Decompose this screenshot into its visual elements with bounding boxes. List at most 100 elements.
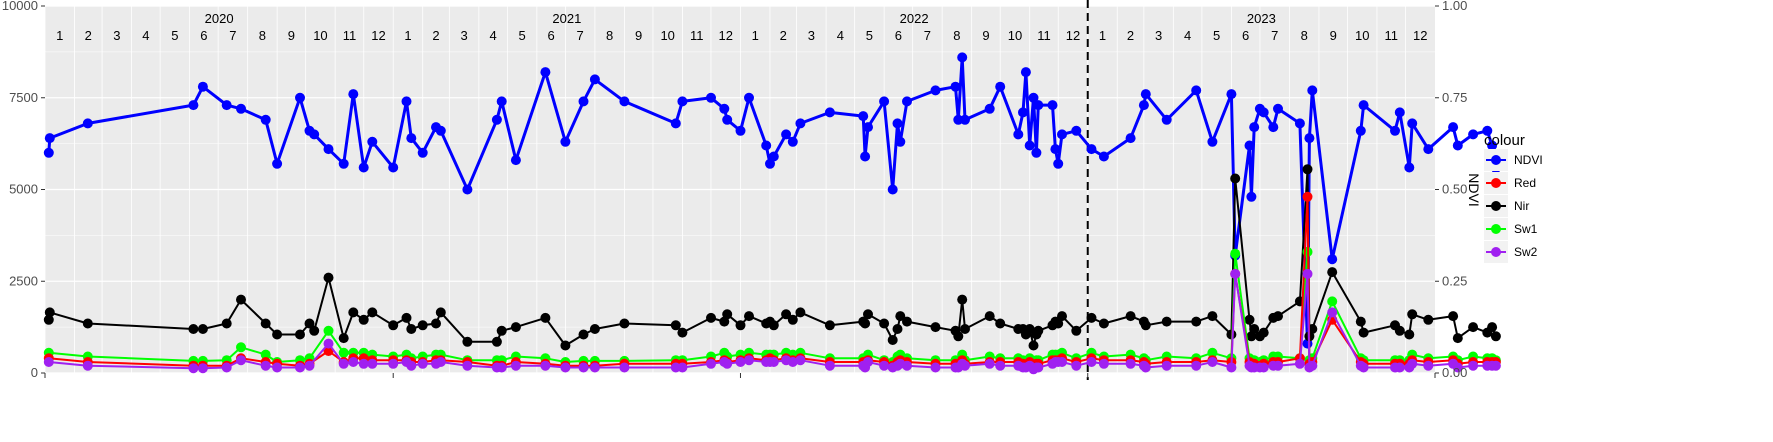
ndvi-point [1487, 140, 1498, 151]
sw2-point [960, 360, 970, 371]
sw2-point [43, 357, 54, 367]
sw2-point [496, 362, 507, 373]
nir-point [957, 294, 968, 305]
month-label: 10 [660, 28, 674, 43]
month-label: 12 [1066, 28, 1080, 43]
month-label: 3 [1155, 28, 1162, 43]
ndvi-point [1047, 100, 1058, 111]
ndvi-point [1304, 133, 1315, 144]
nir-point [1140, 320, 1151, 331]
right-y-tick-label: 1.00 [1442, 0, 1467, 13]
nir-point [236, 294, 246, 305]
nir-point [1033, 325, 1044, 336]
month-label: 7 [229, 28, 236, 43]
nir-point [1327, 267, 1338, 278]
ndvi-point [1244, 140, 1255, 151]
legend-label: Nir [1514, 199, 1529, 213]
nir-point [902, 316, 912, 327]
nir-point [677, 327, 688, 338]
nir-point [744, 311, 754, 322]
month-label: 10 [313, 28, 327, 43]
nir-point [272, 329, 283, 340]
nir-point [1407, 309, 1418, 320]
nir-point [1273, 311, 1283, 322]
sw2-point [435, 357, 446, 367]
ndvi-point [1140, 89, 1151, 100]
ndvi-point [957, 52, 968, 63]
month-label: 9 [635, 28, 642, 43]
sw2-point [1452, 362, 1463, 373]
sw2-point [1191, 360, 1202, 371]
nir-point [1452, 333, 1463, 344]
ndvi-point [367, 136, 378, 147]
ndvi-point [1294, 118, 1305, 129]
nir-point [462, 336, 473, 347]
ndvi-point [1249, 122, 1260, 133]
month-label: 11 [690, 28, 704, 43]
sw2-point [787, 357, 798, 367]
ndvi-point [323, 144, 334, 155]
nir-point [1394, 325, 1405, 336]
nir-point [43, 314, 54, 325]
nir-point [619, 318, 630, 329]
ndvi-point [1013, 129, 1024, 140]
nir-point [1071, 325, 1082, 336]
nir-point [496, 325, 507, 336]
month-label: 7 [577, 28, 584, 43]
ndvi-point [417, 147, 428, 158]
month-label: 5 [866, 28, 873, 43]
nir-point [348, 307, 359, 318]
nir-point [953, 331, 964, 342]
sw2-point [824, 360, 835, 371]
ndvi-point [1024, 140, 1035, 151]
month-label: 2 [1127, 28, 1134, 43]
sw1-point [1230, 248, 1241, 259]
ndvi-point [1246, 191, 1257, 202]
sw2-point [1258, 362, 1269, 373]
sw2-point [735, 357, 746, 367]
nir-point [892, 324, 903, 334]
nir-point [863, 309, 873, 320]
month-label: 4 [1184, 28, 1191, 43]
ndvi-point [761, 140, 772, 151]
nir-point [295, 329, 305, 340]
ndvi-point [787, 136, 798, 147]
ndvi-point [1031, 147, 1042, 158]
ndvi-point [462, 184, 473, 195]
nir-point [1448, 311, 1459, 322]
nir-point [82, 318, 93, 329]
sw2-point [1086, 357, 1097, 367]
nir-point [930, 322, 941, 333]
legend-entry-sw1: Sw1 [1484, 218, 1538, 240]
right-y-axis: 0.00 0.25 0.50 0.75 1.00 [1435, 0, 1467, 380]
nir-point [1302, 164, 1313, 175]
ndvi-point [560, 136, 571, 147]
series-sw2 [43, 268, 1501, 375]
ndvi-point [795, 118, 806, 129]
month-label: 1 [56, 28, 63, 43]
nir-point [44, 307, 55, 318]
ndvi-point [260, 114, 271, 125]
legend-title: colour [1484, 132, 1525, 149]
nir-point [1487, 322, 1498, 333]
sw2-point [984, 358, 995, 369]
month-label: 5 [519, 28, 526, 43]
ndvi-point [589, 74, 600, 85]
ndvi-point [43, 147, 54, 158]
ndvi-point [540, 67, 551, 78]
ndvi-point [895, 136, 906, 147]
ndvi-point [902, 96, 912, 107]
nir-point [358, 314, 369, 325]
nir-point [1258, 327, 1269, 338]
ndvi-point [188, 100, 199, 111]
ndvi-point [1018, 107, 1028, 118]
sw2-point [417, 358, 428, 369]
month-label: 5 [1213, 28, 1220, 43]
red-line [48, 195, 1496, 367]
left-y-tick-label: 7500 [9, 90, 38, 105]
ndvi-point [1448, 122, 1459, 133]
legend-key-point [1491, 224, 1501, 234]
nir-point [401, 312, 412, 323]
sw2-point [879, 360, 890, 371]
ndvi-point [435, 125, 446, 136]
